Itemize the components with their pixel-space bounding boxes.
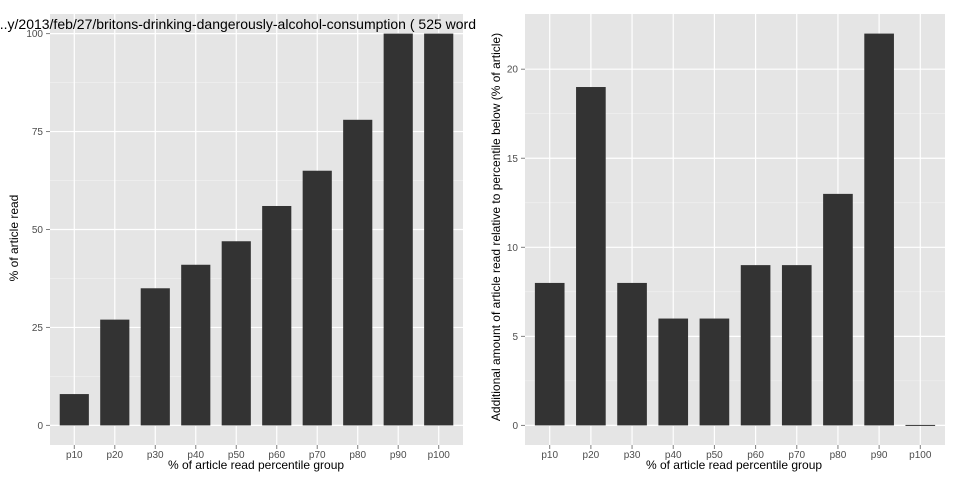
y-tick-label-left: 100 (26, 29, 43, 40)
bar-right-p10 (534, 282, 565, 426)
y-tick-label-right: 0 (512, 421, 518, 432)
y-axis-title-right: Additional amount of article read relati… (489, 33, 503, 421)
y-tick-label-left: 0 (37, 421, 43, 432)
x-tick-label-left: p80 (349, 450, 366, 461)
y-tick-label-right: 20 (507, 65, 519, 76)
x-tick-label-left: p70 (309, 450, 326, 461)
y-tick-label-right: 10 (507, 243, 519, 254)
bar-right-p90 (864, 33, 894, 426)
bar-right-p20 (576, 87, 606, 426)
x-axis-title-left: % of article read percentile group (168, 458, 344, 472)
x-tick-label-right: p60 (747, 450, 764, 461)
bar-left-p50 (221, 241, 251, 426)
bar-left-p40 (181, 264, 211, 426)
bar-left-p100 (424, 33, 454, 426)
x-tick-label-right: p90 (871, 450, 888, 461)
y-tick-label-left: 50 (32, 225, 44, 236)
x-tick-label-right: p30 (624, 450, 641, 461)
bar-left-p80 (343, 119, 373, 426)
x-tick-label-left: p90 (390, 450, 407, 461)
bar-left-p60 (262, 205, 292, 426)
x-tick-label-left: p10 (66, 450, 83, 461)
x-tick-label-right: p10 (541, 450, 558, 461)
bar-right-p50 (699, 318, 730, 426)
bars-left (59, 33, 454, 426)
bar-right-p30 (617, 282, 647, 426)
chart-title-left: ...y/2013/feb/27/britons-drinking-danger… (0, 16, 476, 32)
x-axis-title-right: % of article read percentile group (646, 458, 822, 472)
bar-left-p10 (59, 394, 89, 426)
x-tick-label-right: p100 (909, 450, 932, 461)
bar-left-p20 (100, 319, 130, 426)
y-tick-label-right: 5 (512, 332, 518, 343)
bar-right-p60 (740, 265, 771, 426)
axis-ticks-left: 0 25 50 75 100 p10 p20 p30 p40 p50 p60 p70 p80 p90 p10… (26, 29, 450, 461)
bar-right-p70 (781, 265, 812, 426)
bar-right-p80 (823, 193, 853, 426)
bar-right-p100 (905, 424, 936, 426)
x-tick-label-left: p20 (106, 450, 123, 461)
x-tick-label-right: p40 (665, 450, 682, 461)
bar-right-p40 (658, 318, 689, 426)
x-tick-label-left: p30 (147, 450, 164, 461)
bar-left-p70 (302, 170, 332, 426)
x-tick-label-left: p50 (228, 450, 245, 461)
x-tick-label-right: p20 (583, 450, 600, 461)
y-tick-label-left: 75 (32, 127, 44, 138)
x-tick-label-left: p40 (187, 450, 204, 461)
x-tick-label-left: p60 (268, 450, 285, 461)
y-tick-label-left: 25 (32, 323, 44, 334)
bars-right (534, 33, 936, 426)
x-tick-label-right: p80 (830, 450, 847, 461)
y-tick-label-right: 15 (507, 154, 519, 165)
axis-ticks-right: 0 5 10 15 20 p10 p20 p30 p40 p50 p60 p70 p80 p90 p100 (507, 65, 932, 461)
x-tick-label-right: p50 (706, 450, 723, 461)
y-axis-title-left: % of article read (7, 195, 21, 282)
chart-left: 0 25 50 75 100 p10 p20 p30 p40 p50 p60 p70 p80 p90 p10… (0, 14, 476, 472)
x-tick-label-left: p100 (428, 450, 451, 461)
x-tick-label-right: p70 (788, 450, 805, 461)
bar-left-p30 (140, 288, 170, 426)
bar-left-p90 (383, 33, 413, 426)
